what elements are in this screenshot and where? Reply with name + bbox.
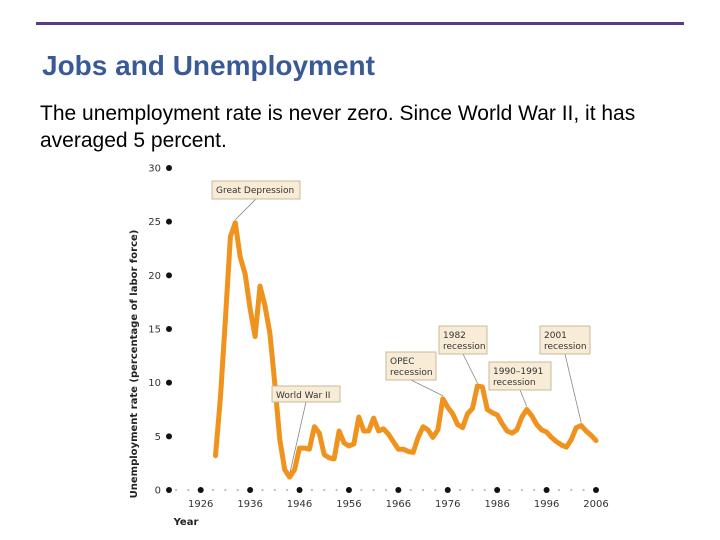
x-axis-dot [261, 488, 264, 492]
annotation-box-recession-1982 [438, 325, 488, 355]
series-line-unemployment [213, 220, 599, 480]
x-tick-dot-1956 [345, 487, 352, 493]
y-tick-label-0: 0 [155, 486, 161, 497]
x-axis-dot [570, 488, 573, 492]
x-tick-label-1986: 1986 [484, 499, 509, 510]
annotation-text-recession-2001-1: recession [544, 342, 587, 352]
annotation-great-depression: Great Depression [211, 180, 301, 200]
x-tick-dot-1946 [296, 487, 303, 493]
x-axis-dot [335, 488, 338, 492]
y-axis-label: Unemployment rate (percentage of labor f… [129, 230, 140, 499]
x-tick-dot-1996 [543, 487, 550, 493]
y-tick-label-5: 5 [155, 432, 161, 443]
y-tick-label-25: 25 [148, 217, 161, 228]
annotation-text-recession-1982-1: recession [443, 342, 486, 352]
x-axis-dot [224, 488, 227, 492]
x-axis-dot [421, 488, 425, 492]
x-tick-label-1936: 1936 [237, 499, 262, 510]
title-rule [36, 22, 684, 25]
x-tick-label-1996: 1996 [534, 499, 559, 510]
y-tick-dot-25 [166, 218, 172, 225]
annotation-box-great-depression [211, 180, 301, 200]
x-axis-dot [533, 488, 536, 492]
leader-opec-recession [410, 379, 444, 397]
x-tick-dot-1976 [444, 487, 451, 493]
annotation-text-recession-1990-1991-1: recession [493, 378, 536, 388]
x-tick-label-1926: 1926 [188, 499, 213, 510]
x-tick-dot-1926 [197, 487, 204, 493]
x-axis-dot [310, 488, 313, 492]
y-tick-label-15: 15 [148, 325, 161, 336]
x-axis: 1926 1936 1946 1956 1966 1976 1986 1996 2006 [174, 487, 609, 510]
x-axis-dot [323, 488, 326, 492]
x-axis-dot [372, 488, 375, 492]
y-tick-label-20: 20 [148, 271, 161, 282]
annotation-world-war-ii: World War II [271, 385, 341, 403]
x-axis-dot [557, 488, 561, 492]
annotation-text-great-depression-0: Great Depression [216, 186, 294, 196]
annotation-text-recession-1982-0: 1982 [443, 331, 466, 341]
x-axis-label: Year [173, 517, 199, 528]
annotation-text-opec-recession-1: recession [390, 368, 433, 378]
x-axis-dot [582, 488, 585, 492]
y-tick-dot-5 [166, 433, 172, 440]
x-tick-dot-1986 [494, 487, 501, 493]
x-axis-dot [174, 488, 178, 492]
x-axis-dot [483, 488, 486, 492]
x-axis-dot [471, 488, 474, 492]
annotation-text-recession-1990-1991-0: 1990–1991 [493, 367, 543, 377]
x-tick-label-2006: 2006 [583, 499, 608, 510]
y-tick-dot-0 [166, 487, 172, 493]
y-tick-label-30: 30 [148, 164, 161, 175]
leader-great-depression [235, 198, 257, 221]
slide-title: Jobs and Unemployment [42, 50, 375, 81]
x-axis-dot [236, 488, 239, 492]
x-axis-dot [286, 488, 289, 492]
y-tick-dot-15 [166, 326, 172, 332]
x-axis-dot [384, 488, 388, 492]
annotation-text-opec-recession-0: OPEC [390, 357, 414, 367]
x-axis-dot [409, 488, 412, 492]
leader-world-war-ii [289, 401, 307, 475]
leader-recession-1990-1991 [519, 389, 528, 407]
annotation-text-recession-2001-0: 2001 [544, 331, 567, 341]
x-axis-dot [520, 488, 523, 492]
x-tick-dot-1966 [395, 487, 402, 493]
y-tick-dot-10 [166, 379, 172, 386]
x-axis-dot [459, 488, 462, 492]
annotation-box-world-war-ii [271, 385, 341, 403]
x-tick-dot-1936 [247, 487, 254, 493]
x-tick-label-1946: 1946 [287, 499, 312, 510]
y-tick-dot-20 [166, 272, 172, 279]
x-axis-dot [187, 488, 190, 492]
annotation-box-opec-recession [385, 351, 437, 381]
y-tick-label-10: 10 [148, 378, 161, 389]
annotation-text-world-war-ii-0: World War II [276, 391, 330, 401]
slide-body-text: The unemployment rate is never zero. Sin… [40, 102, 636, 152]
annotation-leaders [235, 198, 582, 475]
x-axis-dot [360, 488, 363, 492]
x-axis-dot [508, 488, 511, 492]
leader-recession-2001 [564, 353, 582, 423]
x-tick-dot-2006 [593, 487, 599, 493]
annotation-box-recession-1990-1991 [488, 361, 552, 391]
y-tick-dot-30 [166, 165, 172, 171]
leader-recession-1982 [462, 353, 478, 384]
x-axis-dot [273, 488, 276, 492]
x-tick-label-1976: 1976 [435, 499, 460, 510]
annotation-box-recession-2001 [539, 325, 591, 355]
x-tick-label-1966: 1966 [386, 499, 411, 510]
x-axis-dot [434, 488, 437, 492]
x-axis-dot [211, 488, 215, 492]
x-tick-label-1956: 1956 [336, 499, 361, 510]
y-axis: 0 5 10 15 20 25 30 [148, 164, 172, 497]
